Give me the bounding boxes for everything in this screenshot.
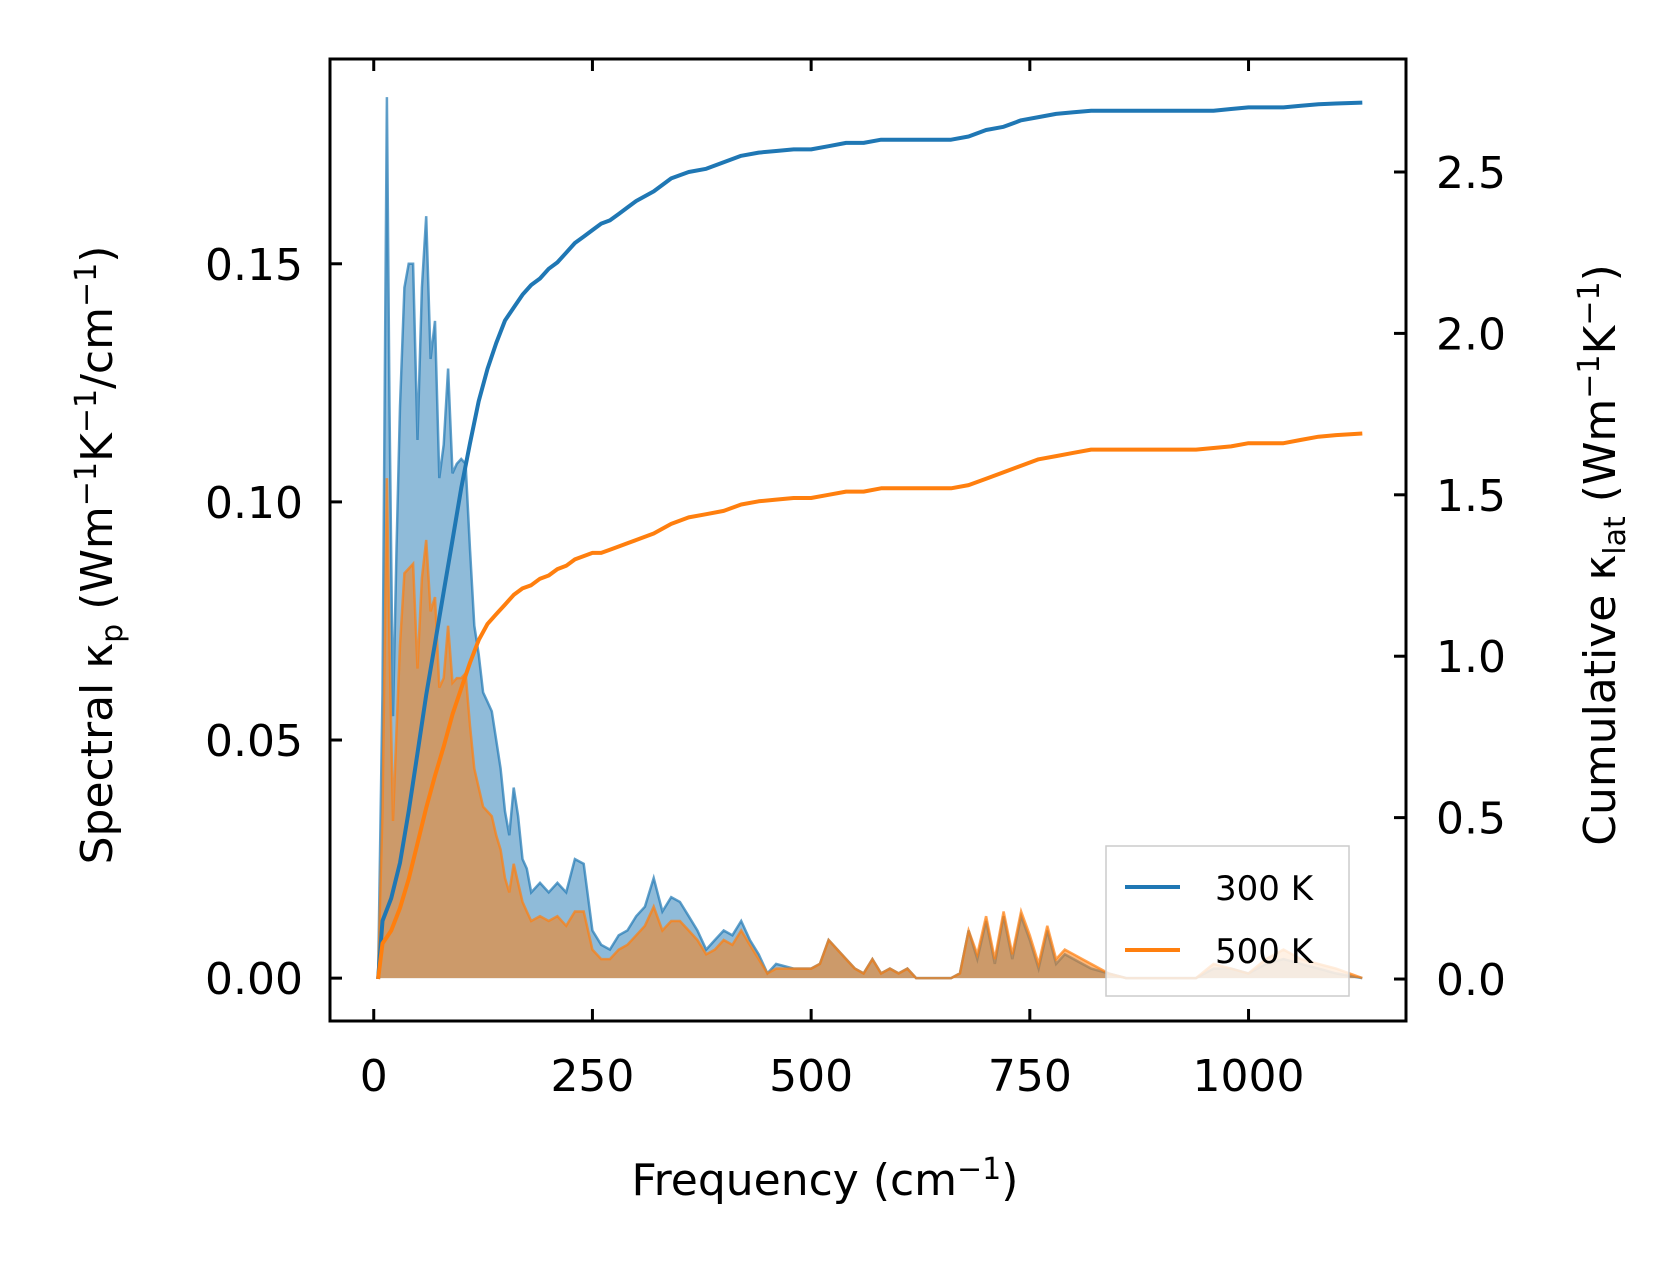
spectral-fill-layer: [376, 97, 1363, 980]
y-right-tick-label: 1.0: [1436, 632, 1506, 683]
y-left-tick-label: 0.00: [205, 954, 303, 1005]
y-right-tick-label: 0.0: [1436, 955, 1506, 1006]
x-tick-label: 250: [550, 1051, 634, 1102]
y-right-axis-label: Cumulative κlat (Wm−1K−1): [1572, 264, 1633, 846]
y-right-tick-label: 1.5: [1436, 471, 1506, 522]
y-left-axis-label: Spectral κp (Wm−1K−1/cm−1): [69, 246, 130, 865]
x-axis-label: Frequency (cm−1): [632, 1152, 1019, 1206]
tick-layer: 0 250 500 750 1000 0.00 0.05 0.10 0.15 0.0 0.5 1.0 1…: [205, 59, 1506, 1102]
y-right-tick-label: 2.5: [1436, 148, 1506, 199]
cumulative-line-300k: [376, 100, 1363, 980]
x-tick-label: 750: [988, 1051, 1072, 1102]
x-tick-label: 500: [769, 1051, 853, 1102]
legend-label-300k: 300 K: [1215, 869, 1315, 909]
y-left-tick-label: 0.15: [205, 240, 303, 291]
legend-box: [1105, 845, 1350, 997]
y-left-tick-label: 0.05: [205, 716, 303, 767]
line-layer: [376, 100, 1363, 980]
legend: 300 K 500 K: [1105, 845, 1350, 997]
spectral-line-500k: [376, 478, 1363, 980]
spectral-fill-500k: [378, 478, 1363, 979]
x-tick-label: 1000: [1193, 1051, 1305, 1102]
y-right-tick-label: 0.5: [1436, 794, 1506, 845]
y-left-tick-label: 0.10: [205, 478, 303, 529]
legend-label-500k: 500 K: [1215, 932, 1315, 972]
x-tick-label: 0: [360, 1051, 388, 1102]
plot-frame: [328, 57, 1408, 1023]
y-right-tick-label: 2.0: [1436, 309, 1506, 360]
cumulative-line-500k: [376, 431, 1363, 980]
